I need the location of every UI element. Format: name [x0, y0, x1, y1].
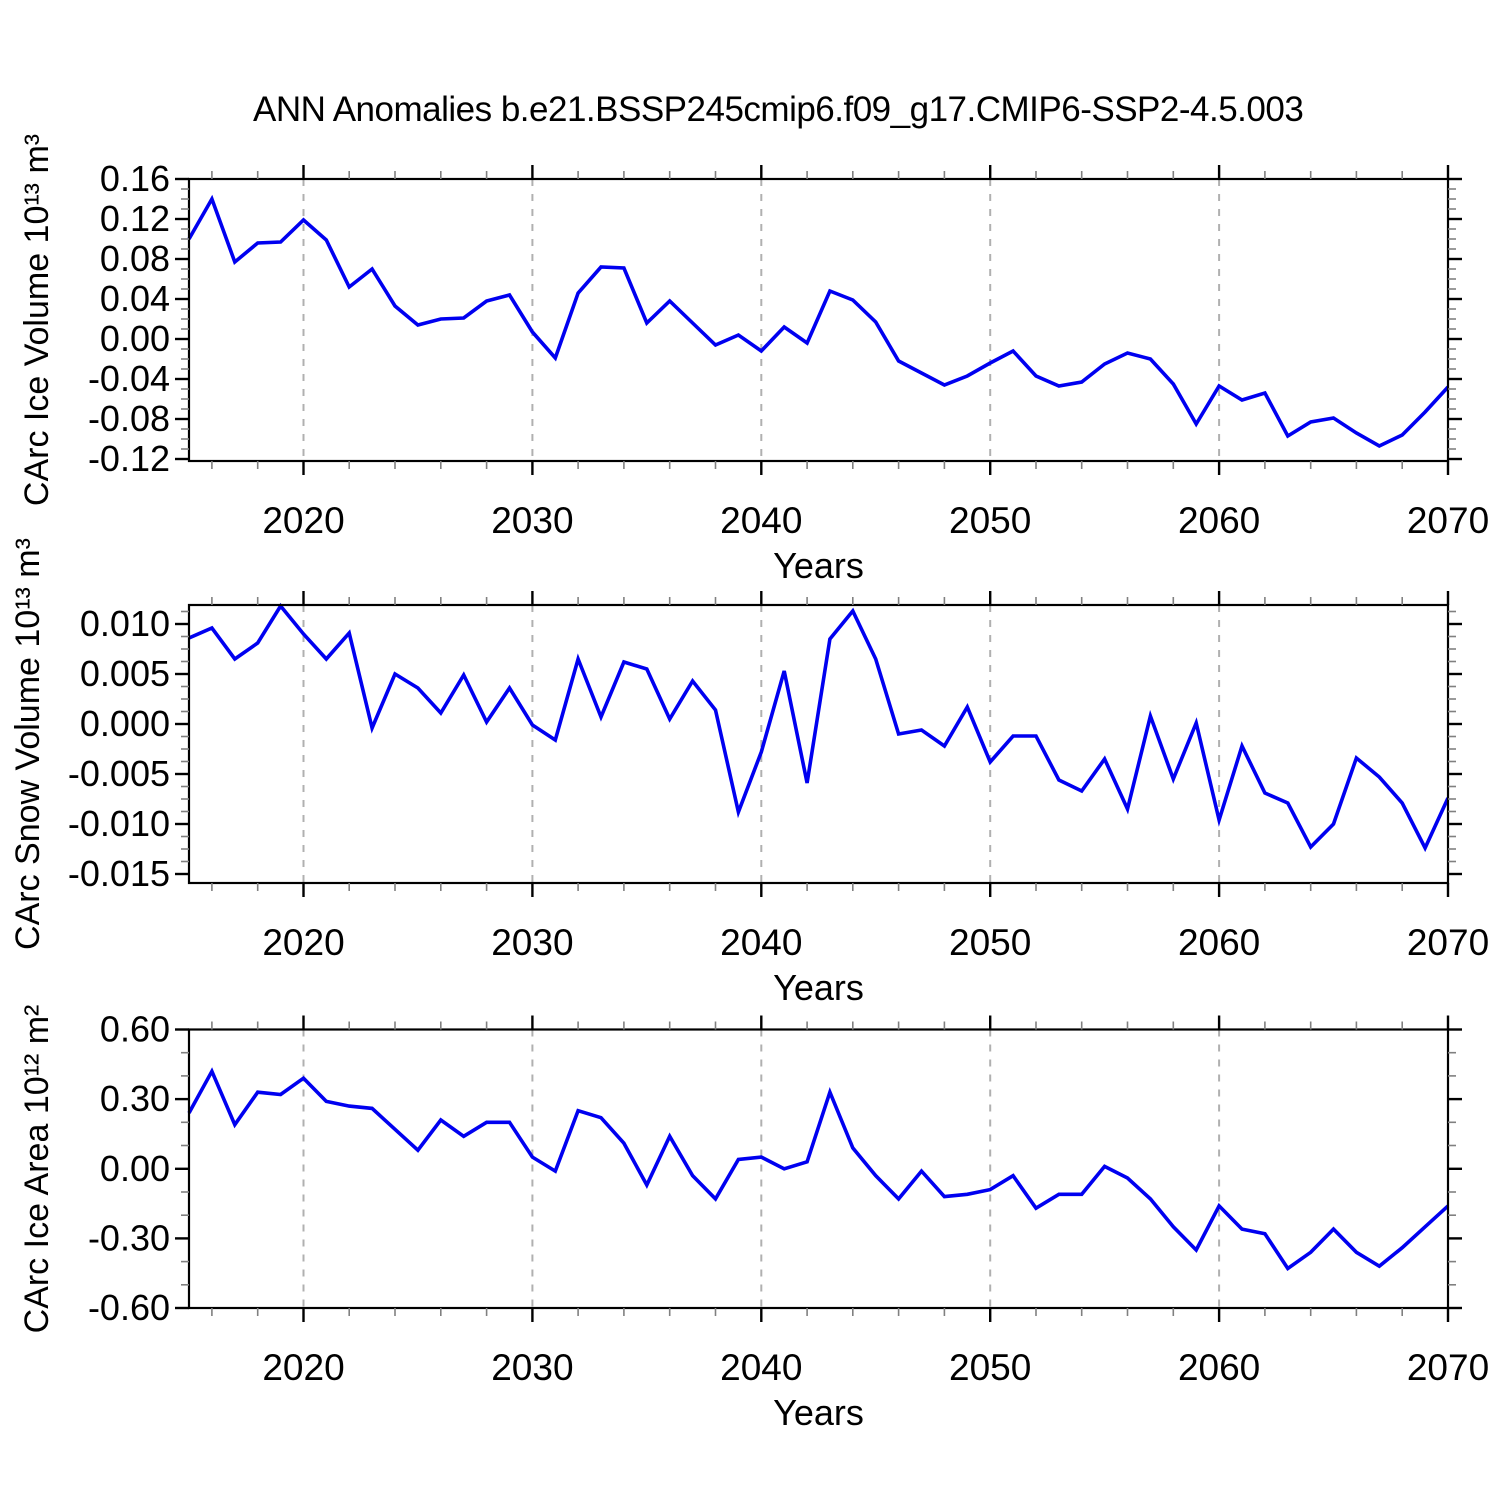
- y-tick-label: 0.010: [80, 603, 170, 644]
- y-tick-label: -0.08: [88, 398, 170, 439]
- x-tick-label: 2040: [720, 922, 802, 963]
- y-tick-label: 0.04: [100, 278, 170, 319]
- x-tick-label: 2050: [949, 1347, 1031, 1388]
- y-axis-label-ice-area: CArc Ice Area 10¹² m²: [18, 1004, 56, 1334]
- y-tick-label: -0.12: [88, 438, 170, 479]
- y-axis-label-snow-volume: CArc Snow Volume 10¹³ m³: [9, 538, 47, 950]
- x-tick-label: 2070: [1407, 1347, 1489, 1388]
- x-tick-label: 2030: [491, 922, 573, 963]
- panel-3: 2020 2030 2040 2050 2060 2070 0.60 0.30 0.00 -0.3…: [88, 1009, 1489, 1434]
- y-tick-label: 0.000: [80, 703, 170, 744]
- x-tick-label: 2050: [949, 500, 1031, 541]
- y-tick-label: -0.04: [88, 358, 170, 399]
- x-tick-label: 2060: [1178, 500, 1260, 541]
- y-tick-label: -0.015: [68, 853, 170, 894]
- x-tick-label: 2070: [1407, 500, 1489, 541]
- panel-2: 2020 2030 2040 2050 2060 2070 0.010 0.005 0.000 -…: [68, 591, 1489, 1008]
- y-tick-label: -0.010: [68, 803, 170, 844]
- y-tick-label: 0.00: [100, 318, 170, 359]
- y-tick-label: -0.60: [88, 1287, 170, 1328]
- y-tick-label: 0.30: [100, 1078, 170, 1119]
- x-tick-label: 2020: [262, 922, 344, 963]
- series-line: [188, 602, 1450, 853]
- figure-title: ANN Anomalies b.e21.BSSP245cmip6.f09_g17…: [253, 90, 1304, 129]
- x-tick-label: 2050: [949, 922, 1031, 963]
- x-tick-label: 2060: [1178, 922, 1260, 963]
- y-tick-label: 0.60: [100, 1009, 170, 1050]
- x-tick-label: 2020: [262, 500, 344, 541]
- x-tick-label: 2040: [720, 1347, 802, 1388]
- x-tick-label: 2030: [491, 500, 573, 541]
- panel-1: 2020 2030 2040 2050 2060 2070 0.160.120.080.04…: [88, 158, 1489, 586]
- y-axis-label-ice-volume: CArc Ice Volume 10¹³ m³: [18, 133, 56, 507]
- y-tick-label: 0.12: [100, 198, 170, 239]
- y-tick-label: 0.00: [100, 1148, 170, 1189]
- x-tick-label: 2040: [720, 500, 802, 541]
- plot-frame: [187, 1028, 1450, 1310]
- plot-frame: [187, 177, 1450, 463]
- x-axis-label: Years: [773, 967, 864, 1008]
- x-tick-label: 2020: [262, 1347, 344, 1388]
- y-tick-label: 0.005: [80, 653, 170, 694]
- y-tick-label: 0.08: [100, 238, 170, 279]
- x-tick-label: 2060: [1178, 1347, 1260, 1388]
- plot-frame: [187, 603, 1450, 885]
- y-tick-label: -0.005: [68, 753, 170, 794]
- x-tick-label: 2070: [1407, 922, 1489, 963]
- series-line: [187, 1067, 1450, 1272]
- x-axis-label: Years: [773, 545, 864, 586]
- series-line: [187, 194, 1450, 449]
- y-tick-label: -0.30: [88, 1217, 170, 1258]
- x-axis-label: Years: [773, 1392, 864, 1433]
- y-tick-label: 0.16: [100, 158, 170, 199]
- x-tick-label: 2030: [491, 1347, 573, 1388]
